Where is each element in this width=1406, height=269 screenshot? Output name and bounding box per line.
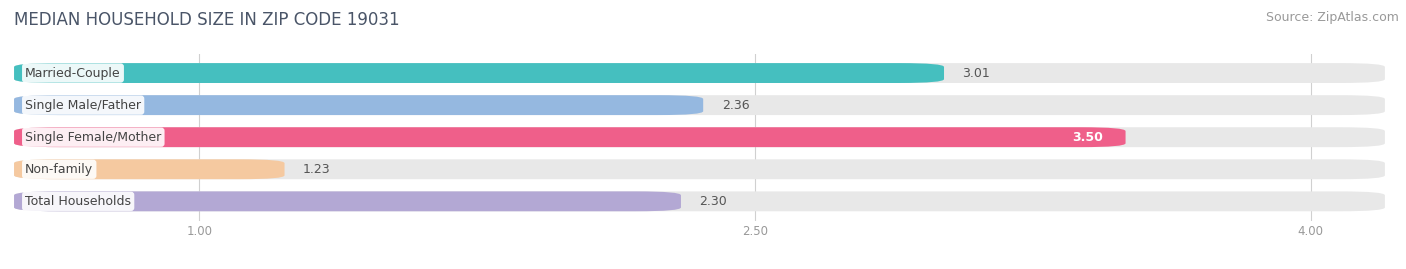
Text: Source: ZipAtlas.com: Source: ZipAtlas.com bbox=[1265, 11, 1399, 24]
Text: 2.36: 2.36 bbox=[721, 99, 749, 112]
Text: 1.23: 1.23 bbox=[304, 163, 330, 176]
FancyBboxPatch shape bbox=[14, 192, 681, 211]
FancyBboxPatch shape bbox=[14, 159, 284, 179]
Text: Married-Couple: Married-Couple bbox=[25, 66, 121, 80]
Text: Single Female/Mother: Single Female/Mother bbox=[25, 131, 162, 144]
FancyBboxPatch shape bbox=[14, 127, 1385, 147]
Text: MEDIAN HOUSEHOLD SIZE IN ZIP CODE 19031: MEDIAN HOUSEHOLD SIZE IN ZIP CODE 19031 bbox=[14, 11, 399, 29]
FancyBboxPatch shape bbox=[14, 95, 1385, 115]
Text: Non-family: Non-family bbox=[25, 163, 93, 176]
Text: Single Male/Father: Single Male/Father bbox=[25, 99, 141, 112]
FancyBboxPatch shape bbox=[14, 95, 703, 115]
FancyBboxPatch shape bbox=[14, 159, 1385, 179]
Text: 3.50: 3.50 bbox=[1073, 131, 1104, 144]
Text: Total Households: Total Households bbox=[25, 195, 131, 208]
FancyBboxPatch shape bbox=[14, 63, 1385, 83]
FancyBboxPatch shape bbox=[14, 63, 943, 83]
Text: 3.01: 3.01 bbox=[963, 66, 990, 80]
FancyBboxPatch shape bbox=[14, 127, 1126, 147]
FancyBboxPatch shape bbox=[14, 192, 1385, 211]
Text: 2.30: 2.30 bbox=[699, 195, 727, 208]
